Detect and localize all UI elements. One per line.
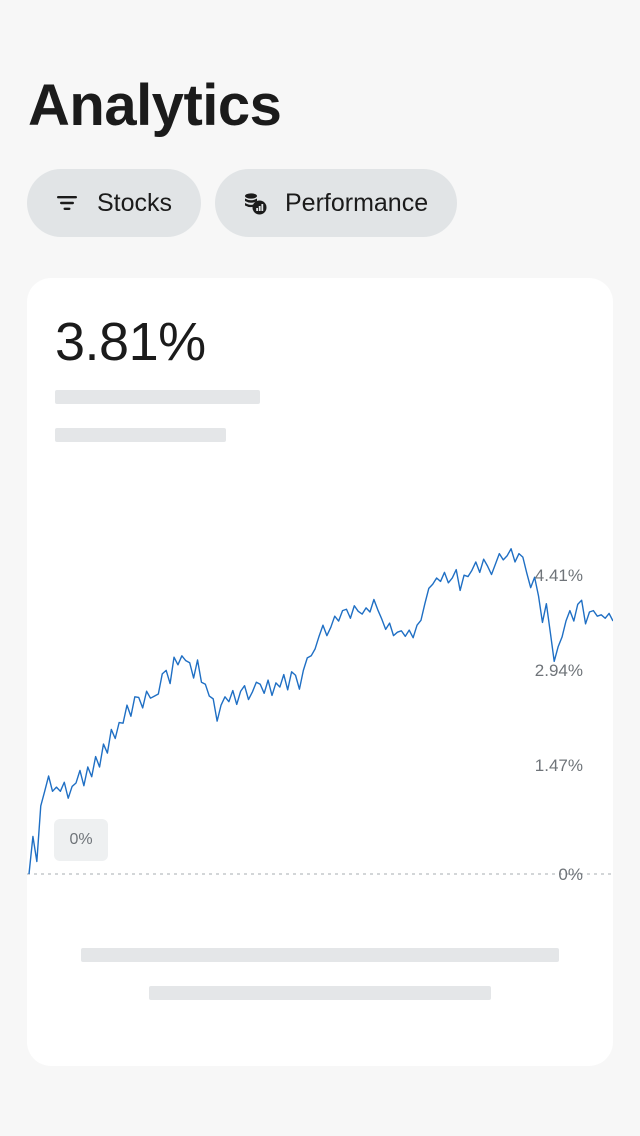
page-title: Analytics xyxy=(28,73,282,138)
stocks-filter-button[interactable]: Stocks xyxy=(27,169,201,237)
skeleton-line xyxy=(81,948,559,962)
stocks-filter-label: Stocks xyxy=(97,188,173,217)
y-tick-label: 2.94% xyxy=(535,661,583,680)
performance-filter-label: Performance xyxy=(285,188,429,217)
performance-card: 3.81% 4.41% 2.94% 1.47% 0% 0% xyxy=(27,278,613,1066)
performance-value: 3.81% xyxy=(55,312,206,372)
zero-percent-badge: 0% xyxy=(54,819,108,861)
filter-lines-icon xyxy=(55,191,79,215)
performance-line-chart: 4.41% 2.94% 1.47% 0% xyxy=(27,548,613,884)
y-tick-label: 4.41% xyxy=(535,566,583,585)
y-tick-label: 1.47% xyxy=(535,756,583,775)
coins-chart-icon xyxy=(243,191,267,215)
skeleton-line xyxy=(149,986,491,1000)
skeleton-line xyxy=(55,390,260,404)
skeleton-line xyxy=(55,428,226,442)
filter-chips: Stocks Performance xyxy=(27,169,457,237)
series-line xyxy=(28,548,613,875)
y-tick-label: 0% xyxy=(558,865,583,884)
performance-filter-button[interactable]: Performance xyxy=(215,169,457,237)
